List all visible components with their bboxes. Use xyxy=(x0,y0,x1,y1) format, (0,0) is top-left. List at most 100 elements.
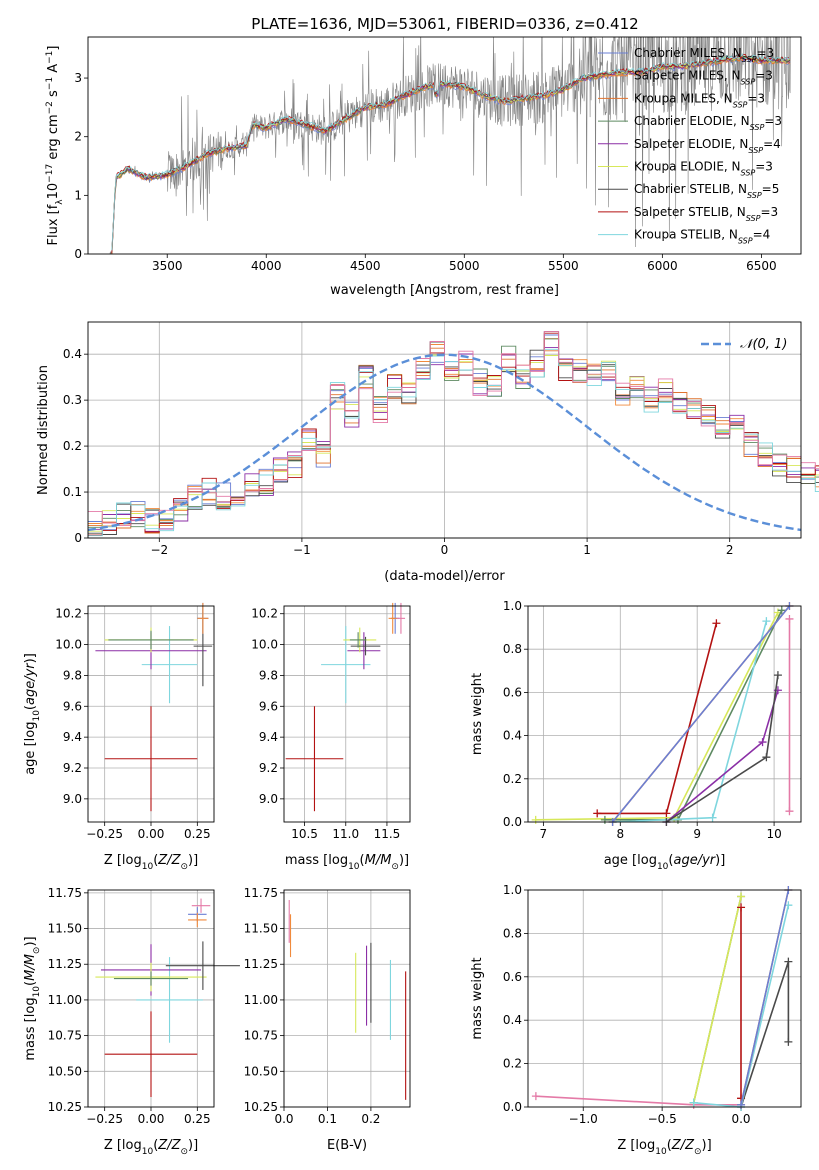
mass-weight-point-marker xyxy=(777,606,786,615)
mass-weight-point-marker xyxy=(531,815,540,824)
model-spectrum-line xyxy=(111,53,791,251)
y-tick-label: 9.0 xyxy=(259,792,278,806)
y-axis-label: Flux [fλ10−17 erg cm−2 s−1 A−1] xyxy=(45,46,65,246)
y-tick-label: 9.4 xyxy=(259,730,278,744)
x-axis-label: mass [log10(M/M⊙)] xyxy=(285,853,409,872)
mass-weight-series-line xyxy=(612,620,768,823)
x-tick-label: 0.00 xyxy=(138,827,165,841)
x-tick-label: 6000 xyxy=(647,259,678,273)
x-tick-label: −0.5 xyxy=(648,1112,677,1126)
mass-weight-point-marker xyxy=(773,671,782,680)
mass-weight-series-line xyxy=(611,605,791,823)
x-tick-label: −1.0 xyxy=(569,1112,598,1126)
observed-spectrum-line xyxy=(109,37,791,254)
gaussian-reference-curve xyxy=(87,353,802,532)
residual-histogram-series xyxy=(88,348,819,537)
age-vs-z-panel: −0.25 0.00 0.25 9.0 9.2 9.4 9.6 9.8 10.0 10.2 Z [l… xyxy=(23,602,215,872)
mass-weight-series-line xyxy=(535,612,779,821)
age-vs-mass-panel: 10.5 11.0 11.5 9.0 9.2 9.4 9.6 9.8 10.0 10.2 mass … xyxy=(251,602,411,872)
y-tick-label: 11.00 xyxy=(244,993,278,1007)
mass-weight-point-marker xyxy=(737,1100,746,1109)
spectrum-panel: 3500 4000 4500 5000 5500 6000 6500 0 1 2 3 waveleng… xyxy=(45,36,802,298)
y-tick-label: 0.4 xyxy=(63,347,82,361)
y-tick-label: 1.0 xyxy=(503,883,522,897)
mass-weight-series-line xyxy=(665,689,779,823)
mass-weight-point-marker xyxy=(762,617,771,626)
x-tick-label: 0.0 xyxy=(731,1112,750,1126)
x-tick-label: −2 xyxy=(150,543,168,557)
y-tick-label: 11.25 xyxy=(244,957,278,971)
x-tick-label: 5000 xyxy=(449,259,480,273)
mass-weight-series-line xyxy=(740,961,790,1108)
y-tick-label: 0 xyxy=(74,531,82,545)
y-axis-label: mass weight xyxy=(470,957,485,1039)
y-tick-label: 0.1 xyxy=(63,485,82,499)
legend-entry: Kroupa STELIB, NSSP=4 xyxy=(634,228,770,246)
y-tick-label: 2 xyxy=(74,130,82,144)
mass-weight-vs-z-panel: −1.0 −0.5 0.0 0.0 0.2 0.4 0.6 0.8 1.0 Z [log10(Z/… xyxy=(470,883,802,1157)
y-tick-label: 9.6 xyxy=(63,699,82,713)
x-tick-label: 9 xyxy=(693,827,701,841)
legend-entry: Salpeter STELIB, NSSP=3 xyxy=(634,205,778,223)
y-tick-label: 0.2 xyxy=(63,439,82,453)
x-axis-label: E(B-V) xyxy=(327,1138,367,1153)
figure-title: PLATE=1636, MJD=53061, FIBERID=0336, z=0… xyxy=(251,15,638,33)
mass-vs-ebv-panel: 0.0 0.1 0.2 10.25 10.50 10.75 11.00 11.25 11.50 1… xyxy=(244,886,411,1153)
y-tick-label: 10.75 xyxy=(244,1029,278,1043)
mass-vs-z-panel: −0.25 0.00 0.25 10.25 10.50 10.75 11.00 11.25 11… xyxy=(23,886,240,1157)
y-axis-label: mass weight xyxy=(470,673,485,755)
y-tick-label: 3 xyxy=(74,71,82,85)
x-tick-label: 10.5 xyxy=(291,827,318,841)
axes-frame xyxy=(283,889,411,1108)
mass-weight-point-marker xyxy=(762,753,771,762)
y-tick-label: 0.8 xyxy=(503,642,522,656)
x-axis-label: Z [log10(Z/Z⊙)] xyxy=(104,1138,198,1157)
y-tick-label: 0.2 xyxy=(503,772,522,786)
legend-entry: Kroupa MILES, NSSP=3 xyxy=(634,91,765,109)
x-tick-label: 2 xyxy=(726,543,734,557)
legend-entry: 𝒩(0, 1) xyxy=(740,337,787,352)
y-tick-label: 10.0 xyxy=(55,638,82,652)
x-axis-label: (data-model)/error xyxy=(384,569,505,584)
x-axis-label: Z [log10(Z/Z⊙)] xyxy=(104,853,198,872)
x-tick-label: 11.0 xyxy=(332,827,359,841)
legend-entry: Chabrier MILES, NSSP=3 xyxy=(634,46,774,64)
x-tick-label: −1 xyxy=(293,543,311,557)
mass-weight-point-marker xyxy=(784,957,793,966)
y-tick-label: 0.0 xyxy=(503,815,522,829)
mass-weight-vs-age-panel: 7 8 9 10 0.0 0.2 0.4 0.6 0.8 1.0 age [log10(age/yr… xyxy=(470,599,802,872)
y-tick-label: 0.4 xyxy=(503,729,522,743)
y-tick-label: 9.4 xyxy=(63,730,82,744)
y-tick-label: 0.3 xyxy=(63,393,82,407)
y-tick-label: 10.0 xyxy=(251,638,278,652)
axes-frame xyxy=(87,321,802,539)
y-tick-label: 9.2 xyxy=(259,761,278,775)
x-tick-label: 1 xyxy=(583,543,591,557)
y-tick-label: 10.50 xyxy=(244,1064,278,1078)
x-tick-label: 7 xyxy=(540,827,548,841)
x-tick-label: 5500 xyxy=(548,259,579,273)
x-tick-label: 0.25 xyxy=(184,1112,211,1126)
axes-frame xyxy=(527,889,802,1108)
x-tick-label: 4500 xyxy=(350,259,381,273)
y-tick-label: 11.50 xyxy=(244,922,278,936)
x-tick-label: 0.00 xyxy=(138,1112,165,1126)
y-tick-label: 0.6 xyxy=(503,685,522,699)
y-tick-label: 9.2 xyxy=(63,761,82,775)
axes-frame xyxy=(87,889,215,1108)
y-tick-label: 1.0 xyxy=(503,599,522,613)
mass-weight-point-marker xyxy=(758,738,767,747)
y-tick-label: 10.75 xyxy=(48,1029,82,1043)
y-tick-label: 0 xyxy=(74,247,82,261)
y-tick-label: 11.75 xyxy=(48,886,82,900)
residuals-panel: −2 −1 0 1 2 0 0.1 0.2 0.3 0.4 (data-model)/error No… xyxy=(36,321,819,584)
mass-weight-series-line xyxy=(604,609,783,821)
y-tick-label: 1 xyxy=(74,188,82,202)
axes-frame xyxy=(283,605,411,823)
y-tick-label: 9.0 xyxy=(63,792,82,806)
mass-weight-point-marker xyxy=(708,813,717,822)
y-tick-label: 10.50 xyxy=(48,1064,82,1078)
x-tick-label: 4000 xyxy=(251,259,282,273)
x-tick-label: −0.25 xyxy=(86,827,123,841)
